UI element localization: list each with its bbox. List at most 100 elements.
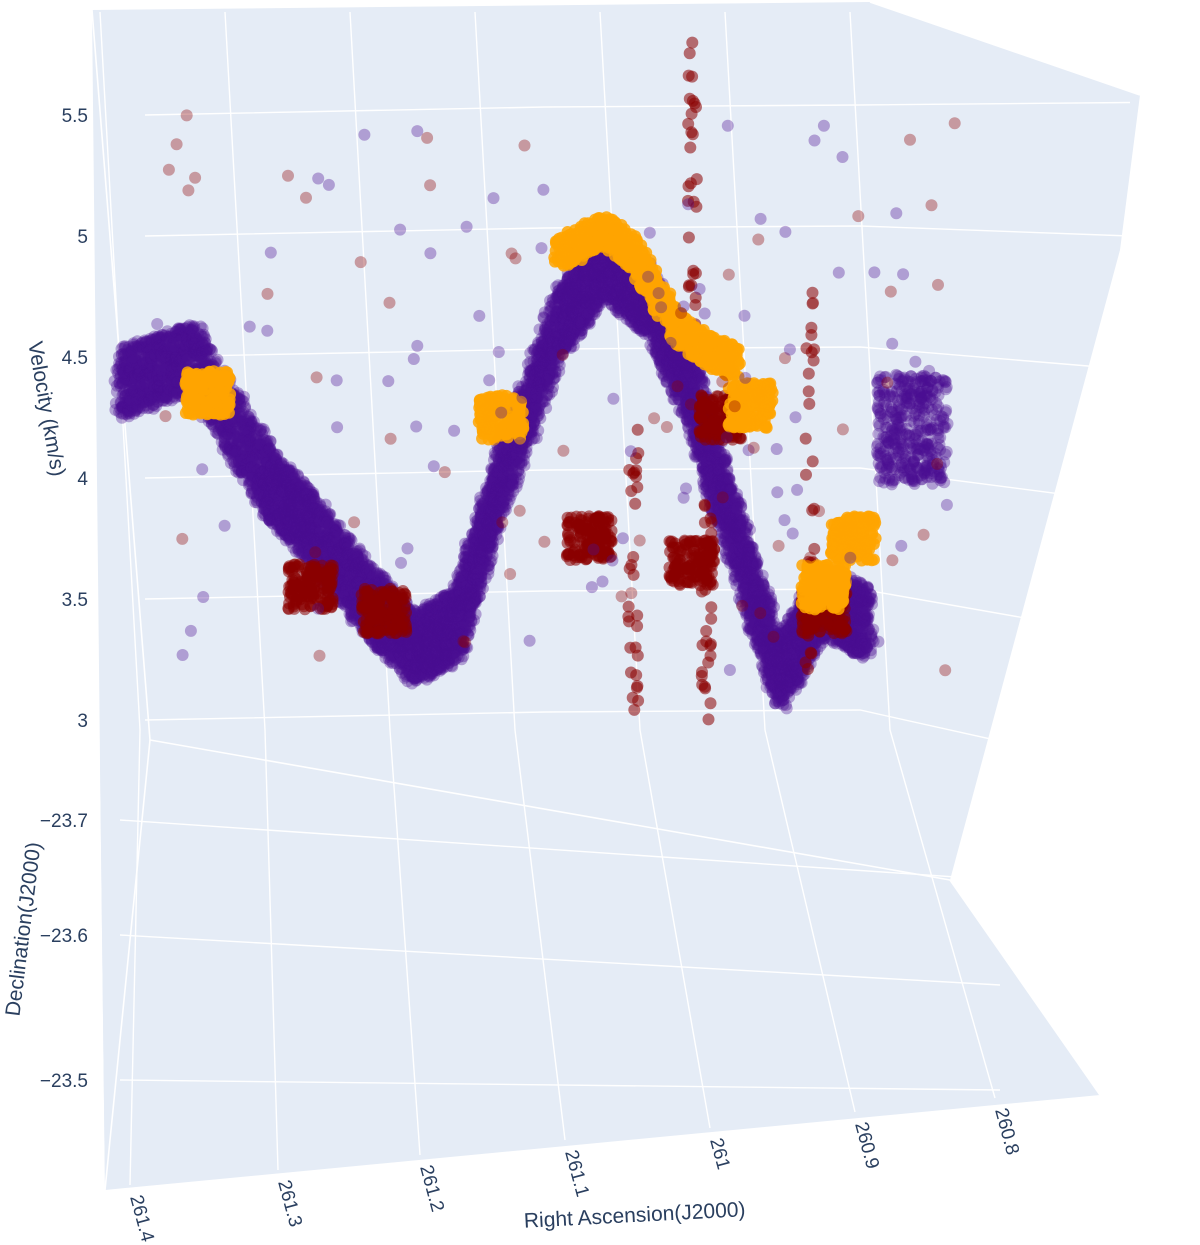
series-0-point bbox=[160, 391, 173, 404]
y-gridline bbox=[119, 934, 1001, 986]
series-0-point bbox=[154, 389, 166, 402]
series-0-point bbox=[134, 364, 147, 377]
series-0-point bbox=[113, 405, 126, 418]
series-0-point bbox=[129, 389, 142, 402]
series-0-point bbox=[164, 365, 177, 378]
series-0-point bbox=[134, 371, 147, 384]
series-0-point bbox=[123, 383, 136, 396]
series-0-point bbox=[133, 388, 146, 401]
series-0-point bbox=[136, 372, 149, 385]
series-0-point bbox=[139, 335, 152, 348]
series-0-point bbox=[161, 346, 174, 359]
series-0-point bbox=[166, 378, 179, 391]
series-0-point bbox=[166, 362, 179, 375]
series-0-point bbox=[119, 368, 132, 381]
series-0-point bbox=[131, 340, 144, 353]
series-0-point bbox=[160, 356, 173, 369]
series-0-point bbox=[127, 388, 140, 401]
series-0-point bbox=[132, 365, 145, 378]
series-0-point bbox=[143, 337, 156, 350]
series-0-point bbox=[130, 362, 143, 375]
series-0-point bbox=[156, 346, 169, 359]
series-0-point bbox=[147, 369, 160, 382]
series-0-point bbox=[137, 343, 150, 356]
series-0-point bbox=[148, 393, 161, 406]
series-0-point bbox=[128, 407, 140, 420]
series-0-point bbox=[148, 380, 160, 393]
series-0-point bbox=[152, 347, 165, 360]
series-0-point bbox=[147, 385, 160, 398]
series-0-point bbox=[150, 364, 163, 377]
series-0-point bbox=[133, 354, 146, 367]
series-0-point bbox=[123, 364, 136, 377]
series-0-point bbox=[153, 381, 166, 394]
series-0-point bbox=[158, 351, 171, 364]
series-0-point bbox=[157, 370, 170, 383]
series-0-point bbox=[136, 357, 149, 370]
series-0-point bbox=[122, 404, 135, 417]
series-0-point bbox=[151, 369, 164, 382]
series-0-point bbox=[162, 383, 175, 396]
x-gridline bbox=[99, 11, 141, 1186]
series-0-point bbox=[112, 367, 125, 380]
series-0-point bbox=[164, 372, 177, 385]
series-0-point bbox=[147, 341, 160, 354]
series-0-point bbox=[168, 385, 181, 398]
series-0-point bbox=[122, 388, 135, 401]
series-0-point bbox=[146, 389, 159, 402]
series-0-point bbox=[118, 356, 131, 369]
series-0-point bbox=[126, 342, 139, 355]
series-0-point bbox=[134, 361, 146, 374]
z-gridline bbox=[144, 467, 1131, 504]
series-0-point bbox=[143, 394, 156, 407]
series-0-point bbox=[138, 352, 151, 365]
series-0-point bbox=[154, 333, 167, 346]
series-0-point bbox=[135, 369, 148, 382]
series-0-point bbox=[141, 361, 154, 374]
series-0-point bbox=[116, 401, 129, 414]
series-0-point bbox=[165, 364, 178, 377]
series-0-point bbox=[125, 360, 137, 373]
series-0-point bbox=[138, 364, 151, 377]
series-0-point bbox=[153, 384, 166, 397]
series-0-point bbox=[153, 332, 166, 345]
series-0-point bbox=[117, 367, 130, 380]
series-0-point bbox=[128, 385, 141, 398]
series-0-point bbox=[116, 348, 128, 361]
series-0-point bbox=[122, 405, 135, 418]
series-0-point bbox=[136, 390, 148, 403]
series-0-point bbox=[123, 361, 136, 374]
series-0-point bbox=[131, 387, 144, 400]
series-0-point bbox=[165, 394, 178, 407]
series-0-point bbox=[142, 352, 155, 365]
series-0-point bbox=[123, 383, 136, 396]
series-0-point bbox=[171, 355, 184, 368]
series-0-point bbox=[134, 366, 147, 379]
series-0-point bbox=[152, 351, 165, 364]
series-0-point bbox=[122, 393, 135, 406]
series-0-point bbox=[137, 396, 150, 409]
series-0-point bbox=[116, 401, 129, 414]
series-0-point bbox=[114, 369, 127, 382]
series-0-point bbox=[134, 377, 147, 390]
series-0-point bbox=[142, 346, 155, 358]
series-0-point bbox=[132, 346, 145, 359]
series-0-point bbox=[154, 381, 167, 393]
series-0-point bbox=[141, 402, 154, 415]
series-0-point bbox=[140, 335, 153, 348]
series-0-point bbox=[126, 355, 139, 368]
series-0-point bbox=[151, 374, 164, 387]
series-0-point bbox=[156, 329, 169, 342]
series-0-point bbox=[147, 398, 160, 411]
series-0-point bbox=[162, 345, 174, 358]
series-0-point bbox=[131, 402, 143, 415]
series-0-point bbox=[127, 372, 140, 385]
series-0-point bbox=[152, 380, 165, 393]
series-0-point bbox=[156, 394, 169, 407]
z-gridline bbox=[144, 709, 1131, 771]
series-0-point bbox=[115, 358, 128, 371]
series-0-point bbox=[128, 384, 141, 397]
series-0-point bbox=[128, 376, 141, 389]
series-0-point bbox=[129, 357, 142, 370]
